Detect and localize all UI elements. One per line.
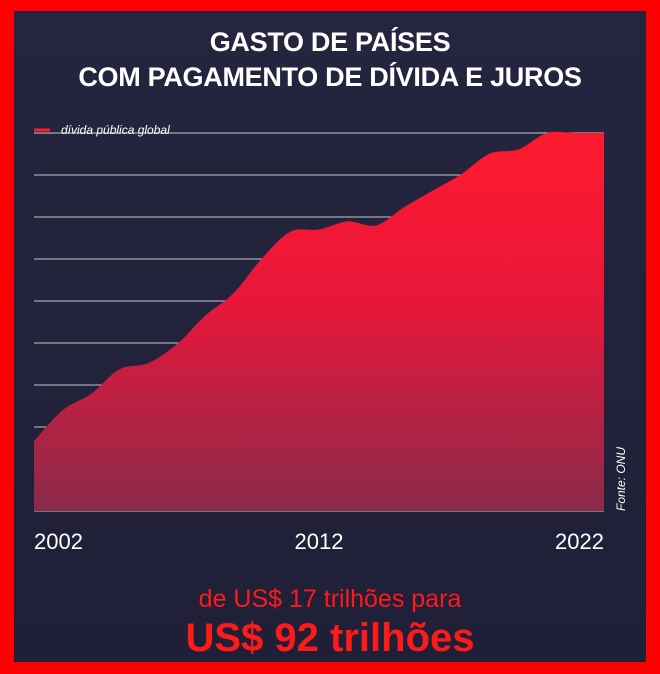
chart-title: GASTO DE PAÍSES COM PAGAMENTO DE DÍVIDA … [14,25,646,95]
x-tick-label: 2012 [295,529,344,554]
area-chart: dívida pública global 2002 2012 2022 Fonte… [34,123,628,554]
x-axis-ticks: 2002 2012 2022 [34,529,604,554]
legend-label: dívida pública global [61,123,170,137]
headline-text: US$ 92 trilhões [185,616,475,660]
title-line-1: GASTO DE PAÍSES [209,27,451,57]
x-tick-label: 2002 [34,529,83,554]
legend: dívida pública global [34,123,170,137]
chart-card: GASTO DE PAÍSES COM PAGAMENTO DE DÍVIDA … [14,11,646,662]
title-line-2: COM PAGAMENTO DE DÍVIDA E JUROS [78,62,582,92]
subtitle-text: de US$ 17 trilhões para [198,585,462,613]
area-series-dívida-publica-global [34,131,604,512]
x-tick-label: 2022 [555,529,604,554]
source-label: Fonte: ONU [614,447,628,511]
